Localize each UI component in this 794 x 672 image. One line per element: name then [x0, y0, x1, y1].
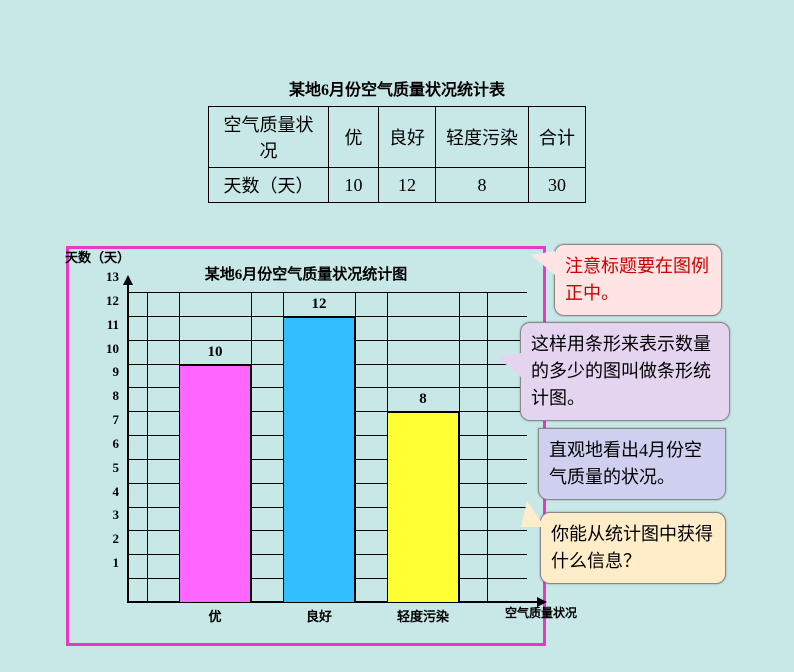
table-row: 空气质量状况 优 良好 轻度污染 合计 — [209, 107, 586, 168]
callout-question: 你能从统计图中获得什么信息？ — [540, 512, 726, 584]
y-tick-label: 11 — [69, 317, 119, 333]
bar: 8 — [387, 412, 459, 603]
y-tick-label: 3 — [69, 507, 119, 523]
y-tick-label: 6 — [69, 436, 119, 452]
table-row: 天数（天） 10 12 8 30 — [209, 168, 586, 203]
y-tick-label: 13 — [69, 269, 119, 285]
y-tick-label: 4 — [69, 484, 119, 500]
category-label: 轻度污染 — [377, 606, 469, 625]
axis-area: 空气质量状况 1234567891011121310优12良好8轻度污染 — [127, 293, 527, 603]
bar-value-label: 12 — [284, 296, 354, 313]
y-tick-label: 7 — [69, 412, 119, 428]
y-tick-label: 2 — [69, 531, 119, 547]
cell: 12 — [379, 168, 436, 203]
y-tick-label: 1 — [69, 555, 119, 571]
y-tick-label: 9 — [69, 364, 119, 380]
bar-value-label: 10 — [180, 344, 250, 361]
chart-title: 某地6月份空气质量状况统计图 — [69, 263, 543, 284]
y-tick-label: 12 — [69, 293, 119, 309]
y-tick-label: 5 — [69, 460, 119, 476]
bar: 10 — [179, 365, 251, 603]
callout-observe: 直观地看出4月份空气质量的状况。 — [538, 428, 726, 500]
x-axis-label: 空气质量状况 — [505, 604, 577, 621]
cell: 合计 — [529, 107, 586, 168]
table-title: 某地6月份空气质量状况统计表 — [0, 76, 794, 100]
cell: 天数（天） — [209, 168, 329, 203]
cell: 8 — [436, 168, 529, 203]
cell: 良好 — [379, 107, 436, 168]
category-label: 良好 — [273, 606, 365, 625]
vertical-guide — [355, 293, 356, 603]
bar: 12 — [283, 317, 355, 603]
y-tick-label: 10 — [69, 341, 119, 357]
vertical-guide — [487, 293, 488, 603]
bar-chart: 天数（天） 某地6月份空气质量状况统计图 空气质量状况 123456789101… — [66, 246, 546, 646]
vertical-guide — [147, 293, 148, 603]
callout-definition: 这样用条形来表示数量的多少的图叫做条形统计图。 — [520, 322, 730, 421]
cell: 空气质量状况 — [209, 107, 329, 168]
bar-value-label: 8 — [388, 391, 458, 408]
callout-title-note: 注意标题要在图例正中。 — [554, 244, 722, 316]
data-table: 空气质量状况 优 良好 轻度污染 合计 天数（天） 10 12 8 30 — [208, 106, 586, 203]
cell: 优 — [329, 107, 379, 168]
vertical-guide — [459, 293, 460, 603]
cell: 30 — [529, 168, 586, 203]
arrow-up-icon — [123, 275, 133, 285]
y-tick-label: 8 — [69, 388, 119, 404]
vertical-guide — [251, 293, 252, 603]
category-label: 优 — [169, 606, 261, 625]
cell: 轻度污染 — [436, 107, 529, 168]
gridline — [127, 292, 527, 293]
cell: 10 — [329, 168, 379, 203]
